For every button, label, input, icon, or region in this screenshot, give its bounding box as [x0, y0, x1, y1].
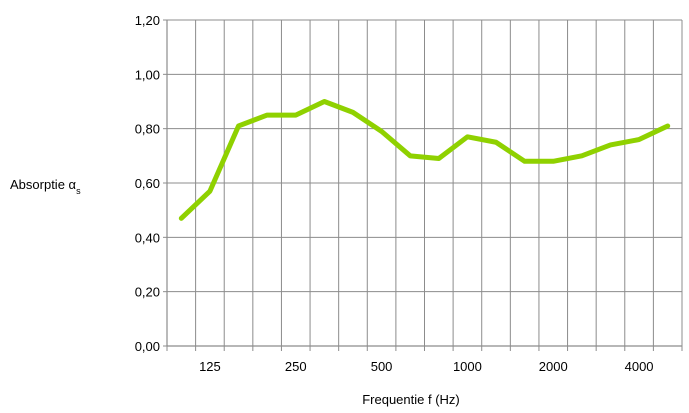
absorption-data-point — [293, 112, 298, 117]
y-axis-title-subscript: s — [76, 186, 81, 196]
y-tick-label: 1,20 — [135, 13, 160, 28]
y-tick-label: 0,00 — [135, 339, 160, 354]
absorption-data-point — [236, 123, 241, 128]
y-tick-label: 0,40 — [135, 230, 160, 245]
y-tick-label: 0,20 — [135, 285, 160, 300]
absorption-series-line — [178, 99, 671, 221]
y-tick-label: 0,80 — [135, 122, 160, 137]
absorption-data-point — [579, 153, 584, 158]
absorption-data-point — [608, 142, 613, 147]
x-tick-labels: 125 250 500 1000 2000 4000 — [199, 359, 653, 374]
series-layer — [178, 99, 671, 221]
absorption-data-point — [465, 134, 470, 139]
absorption-data-point — [522, 159, 527, 164]
x-tick-label: 4000 — [625, 359, 654, 374]
absorption-data-point — [322, 99, 327, 104]
absorption-data-point — [665, 123, 670, 128]
grid-layer — [166, 19, 683, 347]
x-tick-label: 125 — [199, 359, 221, 374]
absorption-data-point — [179, 216, 184, 221]
absorption-data-point — [636, 137, 641, 142]
x-tick-label: 250 — [285, 359, 307, 374]
absorption-data-point — [379, 129, 384, 134]
x-tick-label: 2000 — [539, 359, 568, 374]
absorption-data-point — [207, 189, 212, 194]
absorption-data-point — [265, 112, 270, 117]
absorption-data-point — [408, 153, 413, 158]
y-axis-title-main: Absorptie α — [10, 177, 77, 192]
x-axis-title: Frequentie f (Hz) — [362, 392, 460, 407]
y-tick-label: 0,60 — [135, 176, 160, 191]
x-tick-label: 500 — [371, 359, 393, 374]
y-tick-labels: 0,00 0,20 0,40 0,60 0,80 1,00 1,20 — [135, 13, 160, 354]
y-tick-label: 1,00 — [135, 67, 160, 82]
axis-layer — [163, 19, 683, 351]
absorption-data-point — [436, 156, 441, 161]
absorption-data-point — [551, 159, 556, 164]
x-tick-label: 1000 — [453, 359, 482, 374]
absorption-data-point — [493, 140, 498, 145]
y-axis-title: Absorptie αs — [10, 177, 81, 196]
absorption-data-point — [350, 110, 355, 115]
